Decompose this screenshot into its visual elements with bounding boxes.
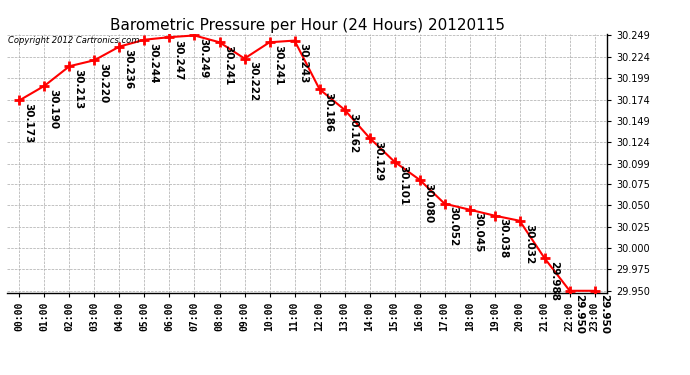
Text: 30.162: 30.162 — [348, 112, 359, 153]
Text: 30.243: 30.243 — [299, 44, 308, 84]
Text: 30.241: 30.241 — [224, 45, 234, 86]
Text: 30.052: 30.052 — [448, 207, 459, 247]
Text: Copyright 2012 Cartronics.com: Copyright 2012 Cartronics.com — [8, 36, 139, 45]
Text: 30.038: 30.038 — [499, 218, 509, 259]
Text: 30.032: 30.032 — [524, 224, 534, 264]
Text: 30.129: 30.129 — [374, 141, 384, 181]
Text: 30.190: 30.190 — [48, 88, 59, 129]
Text: 30.222: 30.222 — [248, 61, 259, 102]
Text: 29.988: 29.988 — [549, 261, 559, 301]
Text: 30.080: 30.080 — [424, 183, 434, 223]
Text: 30.213: 30.213 — [74, 69, 83, 109]
Text: 29.950: 29.950 — [599, 294, 609, 334]
Title: Barometric Pressure per Hour (24 Hours) 20120115: Barometric Pressure per Hour (24 Hours) … — [110, 18, 504, 33]
Text: 30.241: 30.241 — [274, 45, 284, 86]
Text: 30.247: 30.247 — [174, 40, 184, 81]
Text: 30.045: 30.045 — [474, 213, 484, 253]
Text: 30.249: 30.249 — [199, 38, 208, 78]
Text: 30.236: 30.236 — [124, 50, 134, 90]
Text: 29.950: 29.950 — [574, 294, 584, 334]
Text: 30.186: 30.186 — [324, 92, 334, 132]
Text: 30.220: 30.220 — [99, 63, 108, 103]
Text: 30.173: 30.173 — [23, 103, 34, 144]
Text: 30.101: 30.101 — [399, 165, 408, 205]
Text: 30.244: 30.244 — [148, 42, 159, 83]
